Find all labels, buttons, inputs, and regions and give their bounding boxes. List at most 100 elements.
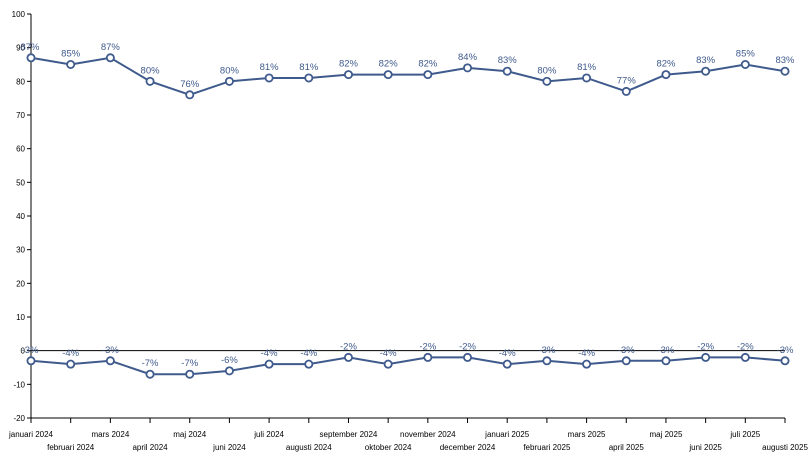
- data-label: 81%: [577, 62, 597, 73]
- series-layer: 87% 85% 87% 80% 76% 80% 81% 81% 82% 82% 82% 84% 83% 8…: [20, 42, 795, 379]
- x-tick-label: juli 2024: [253, 430, 284, 439]
- y-tick-label: 50: [16, 178, 25, 187]
- data-label: -3%: [618, 345, 635, 356]
- data-label: -4%: [578, 348, 595, 359]
- data-point: [740, 60, 750, 70]
- data-point: [304, 73, 314, 83]
- data-label: -3%: [538, 345, 555, 356]
- data-label: -4%: [499, 348, 516, 359]
- data-label: -2%: [697, 341, 714, 352]
- data-point: [145, 76, 155, 86]
- data-point: [740, 352, 750, 362]
- x-tick-label: december 2024: [440, 443, 496, 452]
- data-label: 82%: [339, 59, 359, 70]
- x-tick-label: augusti 2024: [286, 443, 332, 452]
- x-tick-label: oktober 2024: [365, 443, 412, 452]
- y-tick-label: -10: [13, 380, 25, 389]
- series-1: 87% 85% 87% 80% 76% 80% 81% 81% 82% 82% 82% 84% 83% 8…: [20, 42, 795, 100]
- data-point: [780, 356, 790, 366]
- series-line: [30, 56, 786, 96]
- x-tick-label: mars 2024: [91, 430, 129, 439]
- x-tick-label: februari 2025: [523, 443, 571, 452]
- data-label: 82%: [379, 59, 399, 70]
- x-tick-label: januari 2024: [8, 430, 54, 439]
- y-tick-label: 10: [16, 313, 25, 322]
- data-label: 77%: [617, 75, 637, 86]
- data-point: [463, 352, 473, 362]
- x-tick-label: april 2025: [609, 443, 645, 452]
- data-label: -4%: [261, 348, 278, 359]
- data-point: [423, 70, 433, 80]
- series-2: -3% -4% -3% -7% -7% -6% -4% -4% -2% -4% -2% -2% -4% -…: [22, 341, 794, 379]
- data-label: -2%: [340, 341, 357, 352]
- data-label: 82%: [418, 59, 438, 70]
- data-point: [383, 70, 393, 80]
- data-label: -2%: [459, 341, 476, 352]
- x-tick-label: januari 2025: [484, 430, 530, 439]
- data-label: 87%: [20, 42, 40, 53]
- data-point: [661, 356, 671, 366]
- data-label: 82%: [656, 59, 676, 70]
- x-tick-label: april 2024: [132, 443, 168, 452]
- data-point: [780, 66, 790, 76]
- data-point: [185, 90, 195, 100]
- data-point: [105, 53, 115, 63]
- data-label: 85%: [61, 49, 81, 60]
- x-tick-label: november 2024: [400, 430, 456, 439]
- data-label: -7%: [181, 358, 198, 369]
- x-tick-label: maj 2025: [649, 430, 682, 439]
- series-line: [30, 356, 786, 376]
- x-tick-label: augusti 2025: [762, 443, 808, 452]
- data-label: -6%: [221, 355, 238, 366]
- data-point: [224, 366, 234, 376]
- x-tick-label: juni 2025: [688, 443, 722, 452]
- data-point: [145, 369, 155, 379]
- data-label: -3%: [657, 345, 674, 356]
- data-point: [26, 356, 36, 366]
- data-point: [264, 73, 274, 83]
- data-label: 81%: [299, 62, 319, 73]
- data-point: [66, 359, 76, 369]
- data-label: 85%: [736, 49, 756, 60]
- data-point: [502, 66, 512, 76]
- data-point: [621, 356, 631, 366]
- data-point: [423, 352, 433, 362]
- data-point: [621, 86, 631, 96]
- data-label: -3%: [777, 345, 794, 356]
- data-point: [542, 356, 552, 366]
- y-tick-label: 70: [16, 111, 25, 120]
- x-tick-label: juni 2024: [212, 443, 246, 452]
- data-point: [661, 70, 671, 80]
- x-tick-label: mars 2025: [568, 430, 606, 439]
- data-label: 80%: [141, 65, 161, 76]
- y-tick-label: 60: [16, 145, 25, 154]
- data-label: 80%: [220, 65, 240, 76]
- data-label: 81%: [260, 62, 280, 73]
- data-point: [224, 76, 234, 86]
- data-point: [26, 53, 36, 63]
- data-point: [264, 359, 274, 369]
- data-point: [383, 359, 393, 369]
- y-tick-label: 30: [16, 246, 25, 255]
- data-label: 80%: [537, 65, 557, 76]
- data-point: [105, 356, 115, 366]
- x-tick-label: maj 2024: [173, 430, 206, 439]
- x-tick-label: juli 2025: [729, 430, 760, 439]
- data-point: [502, 359, 512, 369]
- data-point: [701, 352, 711, 362]
- data-point: [463, 63, 473, 73]
- data-point: [343, 70, 353, 80]
- data-point: [701, 66, 711, 76]
- data-label: -7%: [142, 358, 159, 369]
- data-label: -2%: [737, 341, 754, 352]
- x-tick-label: februari 2024: [47, 443, 95, 452]
- data-label: -3%: [102, 345, 119, 356]
- data-label: 76%: [180, 79, 200, 90]
- y-tick-label: -20: [13, 414, 25, 423]
- data-point: [542, 76, 552, 86]
- y-tick-label: 40: [16, 212, 25, 221]
- data-point: [185, 369, 195, 379]
- data-point: [304, 359, 314, 369]
